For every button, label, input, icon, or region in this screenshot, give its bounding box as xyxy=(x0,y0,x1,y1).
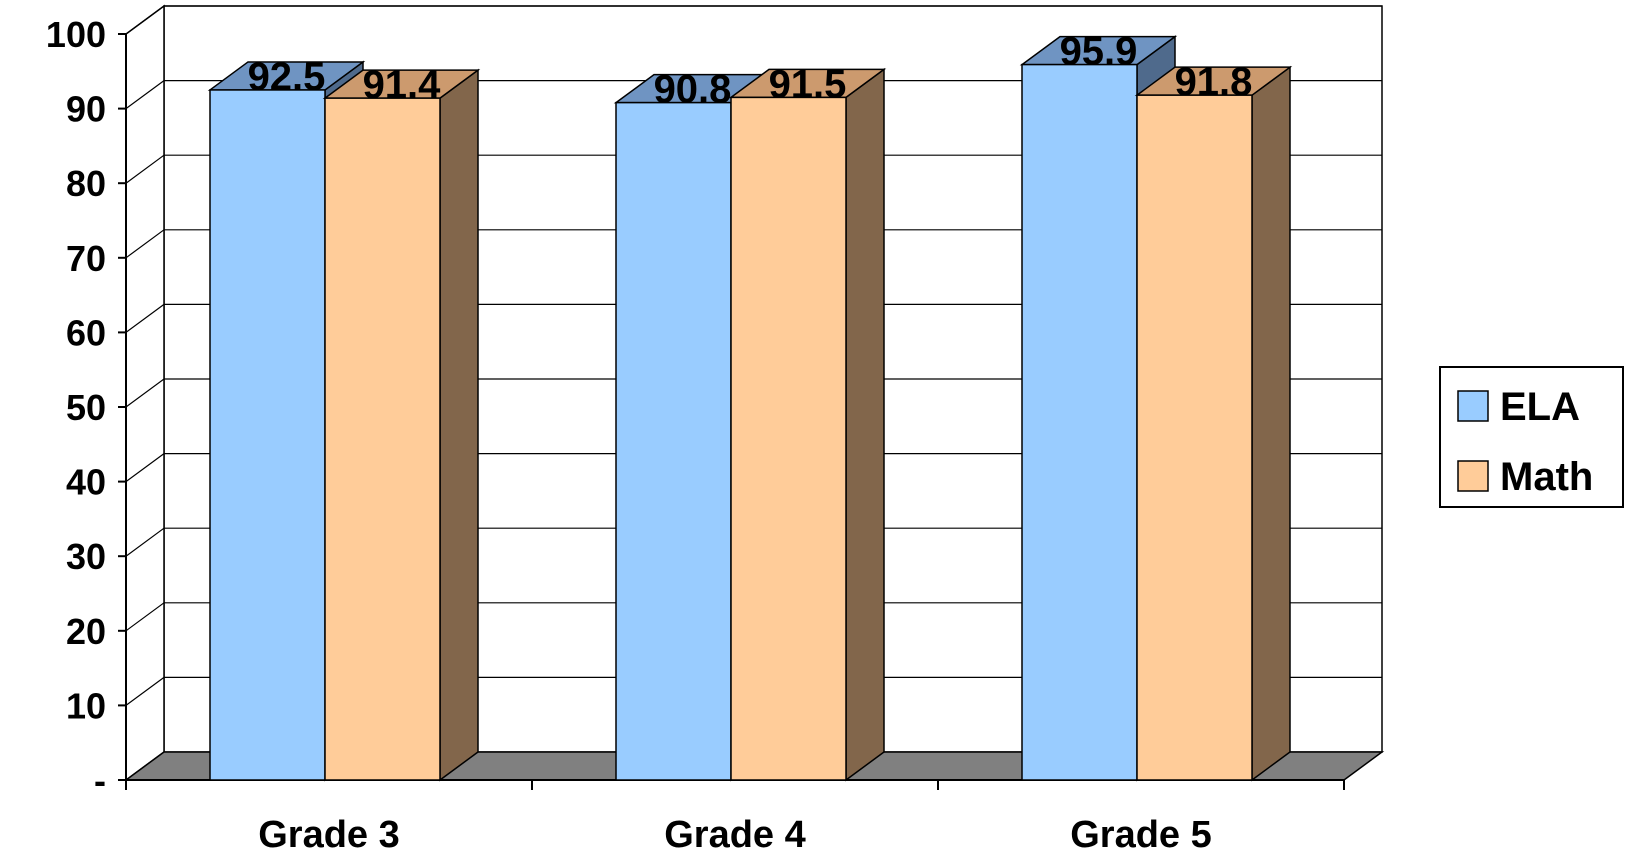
gridline-side xyxy=(125,154,165,184)
category-label-grade-5: Grade 5 xyxy=(1070,814,1212,856)
math-bar-grade-4-side xyxy=(845,67,885,782)
y-tick-label: 80 xyxy=(66,163,106,204)
data-labels: 92.5 91.4 90.8 91.5 95.9 91.8 xyxy=(248,30,1253,112)
gridline-side xyxy=(125,303,165,333)
math-bar-grade-4 xyxy=(730,96,847,781)
y-tick-label: 30 xyxy=(66,536,106,577)
y-tick-label: 20 xyxy=(66,611,106,652)
legend-swatch-math xyxy=(1457,460,1489,492)
math-bar-grade-5 xyxy=(1136,94,1253,781)
category-labels: Grade 3 Grade 4 Grade 5 xyxy=(258,814,1212,856)
category-label-grade-4: Grade 4 xyxy=(664,814,806,856)
y-tick-label: 50 xyxy=(66,387,106,428)
ela-bar-grade-4 xyxy=(615,101,732,781)
bars xyxy=(207,35,1293,782)
category-label-grade-3: Grade 3 xyxy=(258,814,400,856)
y-tick-label: 40 xyxy=(66,462,106,503)
gridline-side xyxy=(125,453,165,483)
math-data-label-grade-4: 91.5 xyxy=(769,62,847,106)
gridline-side xyxy=(125,676,165,706)
ela-data-label-grade-5: 95.9 xyxy=(1060,30,1138,74)
y-tick-labels: - 10 20 30 40 50 60 70 80 90 100 xyxy=(46,14,106,801)
gridline-side xyxy=(125,229,165,259)
ela-data-label-grade-3: 92.5 xyxy=(248,55,326,99)
math-bar-grade-3 xyxy=(324,97,441,781)
y-tick-label: 10 xyxy=(66,685,106,726)
legend-label-math: Math xyxy=(1500,455,1593,499)
legend-swatch-ela xyxy=(1457,390,1489,422)
math-data-label-grade-3: 91.4 xyxy=(363,63,442,107)
gridline-side xyxy=(125,80,165,110)
math-bar-grade-5-side xyxy=(1251,65,1291,782)
ela-data-label-grade-4: 90.8 xyxy=(654,68,732,112)
legend-label-ela: ELA xyxy=(1500,385,1580,429)
gridline-side xyxy=(125,602,165,632)
gridline-side xyxy=(125,527,165,557)
gridline-side xyxy=(125,378,165,408)
legend: ELA Math xyxy=(1439,366,1624,508)
math-bar-grade-3-side xyxy=(439,68,479,782)
y-tick-label: 60 xyxy=(66,312,106,353)
ela-bar-grade-3 xyxy=(209,89,326,781)
ela-bar-grade-5 xyxy=(1021,63,1138,781)
y-tick-label: 90 xyxy=(66,89,106,130)
gridline-side xyxy=(125,5,165,35)
y-tick-label: - xyxy=(94,760,106,801)
y-tick-label: 100 xyxy=(46,14,106,55)
y-tick-label: 70 xyxy=(66,238,106,279)
math-data-label-grade-5: 91.8 xyxy=(1175,60,1253,104)
